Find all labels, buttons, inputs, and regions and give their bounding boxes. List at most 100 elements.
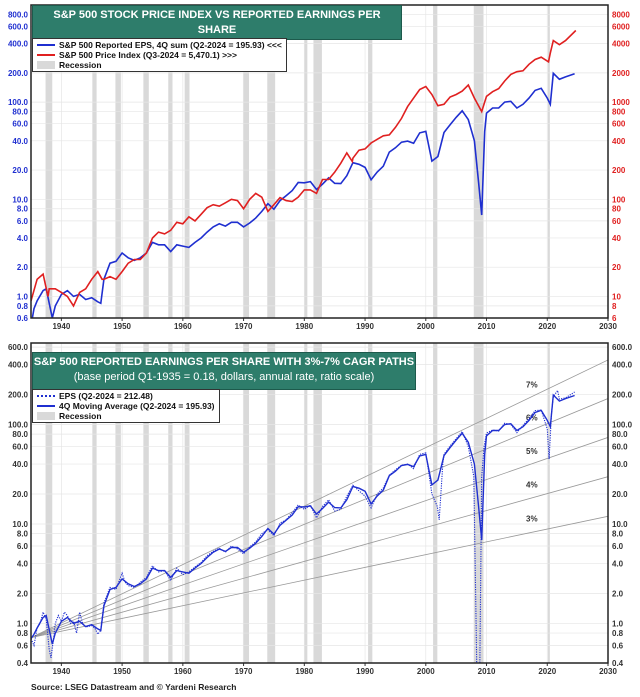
bottom-chart-legend: EPS (Q2-2024 = 212.48) 4Q Moving Average… [32,389,220,423]
legend-eps-label: S&P 500 Reported EPS, 4Q sum (Q2-2024 = … [59,40,282,50]
recession-band [92,343,97,663]
cagr-label: 4% [526,481,538,490]
recession-band [304,343,308,663]
eps-dotted-swatch [37,395,55,397]
chart-panel-1: 0.40.60.81.02.04.06.08.010.020.040.060.0… [8,342,633,676]
y-tick-label-left: 200.0 [8,391,29,400]
recession-band [242,343,250,663]
y-tick-label-right: 200.0 [612,391,633,400]
recession-band [115,5,121,318]
y-tick-label-right: 10.0 [612,520,628,529]
recession-swatch [37,61,55,69]
x-tick-label: 2000 [417,667,435,676]
recession-band [267,5,276,318]
x-tick-label: 1940 [52,322,70,331]
y-tick-label-left: 4.0 [17,560,29,569]
y-tick-label-right: 2.0 [612,589,624,598]
y-tick-label-right: 100.0 [612,421,633,430]
cagr-path-3pct [31,515,608,639]
recession-band [45,5,53,318]
legend-recession-2: Recession [37,411,215,421]
y-tick-label-right: 0.6 [612,641,624,650]
cagr-path-5pct [31,437,608,638]
legend-ma-label: 4Q Moving Average (Q2-2024 = 195.93) [59,401,215,411]
cagr-path-6pct [31,398,608,638]
x-tick-label: 2020 [538,322,556,331]
cagr-label: 6% [526,413,538,422]
legend-ma: 4Q Moving Average (Q2-2024 = 195.93) [37,401,215,411]
top-chart-title: S&P 500 STOCK PRICE INDEX VS REPORTED EA… [53,9,381,36]
recession-band [143,5,149,318]
y-tick-label-right: 600.0 [612,343,633,352]
y-tick-label-right: 20 [612,263,621,272]
price-swatch [37,54,55,56]
legend-eps-quarterly: EPS (Q2-2024 = 212.48) [37,391,215,401]
x-tick-label: 1990 [356,322,374,331]
y-tick-label-right: 6.0 [612,542,624,551]
x-tick-label: 1940 [52,667,70,676]
y-tick-label-right: 8 [612,302,617,311]
recession-band [433,5,438,318]
top-chart-title-box: S&P 500 STOCK PRICE INDEX VS REPORTED EA… [32,5,402,51]
x-tick-label: 1980 [295,322,313,331]
y-tick-label-right: 80 [612,205,621,214]
x-tick-label: 2000 [417,322,435,331]
x-tick-label: 1950 [113,322,131,331]
eps-swatch [37,44,55,46]
y-tick-label-right: 1000 [612,98,630,107]
recession-band [547,343,550,663]
y-tick-label-right: 8.0 [612,530,624,539]
recession-band [184,343,190,663]
y-tick-label-right: 6000 [612,23,630,32]
y-tick-label-right: 100 [612,195,626,204]
x-tick-label: 1970 [235,667,253,676]
recession-band [547,5,550,318]
y-tick-label-left: 100.0 [8,98,29,107]
x-tick-label: 2030 [599,322,617,331]
y-tick-label-left: 2.0 [17,263,29,272]
recession-band [368,5,373,318]
y-tick-label-left: 200.0 [8,69,29,78]
y-tick-label-left: 80.0 [12,430,28,439]
y-tick-label-right: 600 [612,120,626,129]
y-tick-label-right: 400 [612,137,626,146]
y-tick-label-left: 6.0 [17,542,29,551]
y-tick-label-left: 10.0 [12,520,28,529]
recession-band [267,343,276,663]
eps-quarterly-line [31,389,575,663]
cagr-path-4pct [31,476,608,638]
y-tick-label-left: 400.0 [8,361,29,370]
y-tick-label-left: 600.0 [8,343,29,352]
y-tick-label-left: 0.8 [17,302,29,311]
ma-swatch [37,405,55,407]
eps-4q-sum-line [31,71,575,318]
eps-moving-average-line [31,393,575,645]
y-tick-label-right: 4000 [612,40,630,49]
y-tick-label-right: 20.0 [612,490,628,499]
source-note: Source: LSEG Datastream and © Yardeni Re… [31,682,237,692]
legend-recession-label: Recession [59,60,102,70]
legend-recession-label: Recession [59,411,102,421]
y-tick-label-left: 60.0 [12,443,28,452]
y-tick-label-right: 200 [612,166,626,175]
recession-band [304,5,308,318]
recession-band [313,343,322,663]
y-tick-label-left: 4.0 [17,234,29,243]
y-tick-label-right: 800 [612,108,626,117]
y-tick-label-left: 40.0 [12,137,28,146]
y-tick-label-left: 60.0 [12,120,28,129]
legend-eps: S&P 500 Reported EPS, 4Q sum (Q2-2024 = … [37,40,282,50]
y-tick-label-right: 4.0 [612,560,624,569]
top-chart-legend: S&P 500 Reported EPS, 4Q sum (Q2-2024 = … [32,38,287,72]
y-tick-label-left: 40.0 [12,460,28,469]
recession-band [433,343,438,663]
y-tick-label-right: 1.0 [612,619,624,628]
bottom-chart-title: S&P 500 REPORTED EARNINGS PER SHARE WITH… [33,356,415,368]
legend-recession: Recession [37,60,282,70]
y-tick-label-left: 2.0 [17,589,29,598]
y-tick-label-left: 20.0 [12,166,28,175]
y-tick-label-left: 1.0 [17,619,29,628]
y-tick-label-right: 60 [612,217,621,226]
y-tick-label-right: 6 [612,314,617,323]
legend-eps-quarterly-label: EPS (Q2-2024 = 212.48) [59,391,153,401]
